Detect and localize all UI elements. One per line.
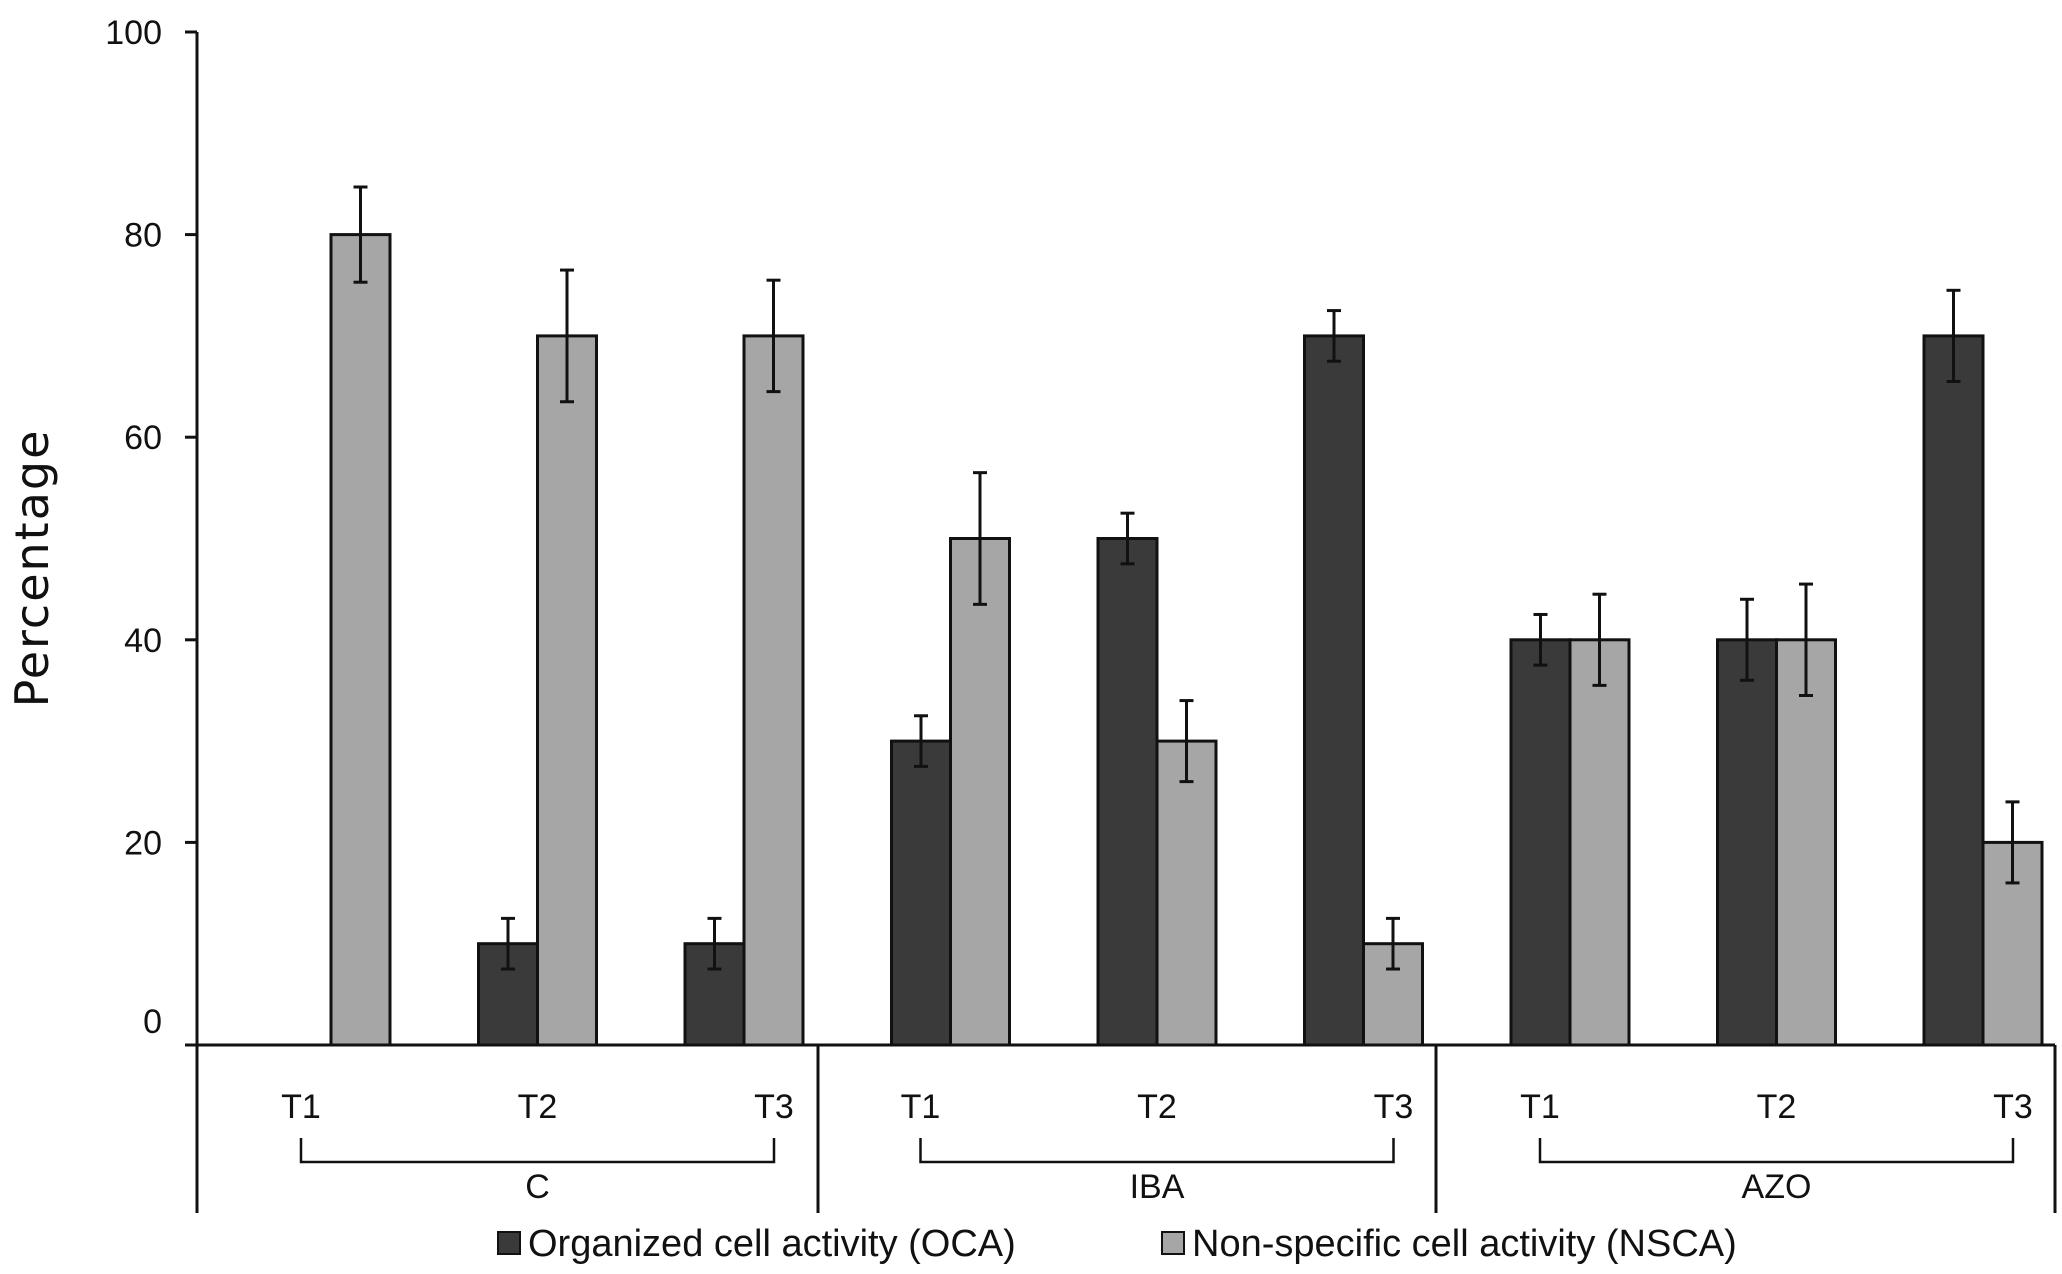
y-tick-label: 0 <box>143 1003 162 1041</box>
bar-nsca <box>1155 739 1218 1047</box>
group-bracket <box>1538 1138 2015 1164</box>
x-category-label: T2 <box>1757 1088 1797 1126</box>
x-group-label: IBA <box>1130 1168 1185 1206</box>
bar-nsca <box>1568 638 1631 1047</box>
bar-oca <box>1509 638 1572 1047</box>
bar-oca <box>1303 334 1365 1047</box>
group-bracket <box>299 1138 776 1164</box>
bar-oca <box>1096 537 1159 1047</box>
y-tick-label: 60 <box>124 419 162 457</box>
bar-nsca <box>329 233 392 1047</box>
x-category-label: T3 <box>754 1088 794 1126</box>
bar-oca <box>1922 334 1985 1047</box>
legend-label: Organized cell activity (OCA) <box>528 1223 1016 1265</box>
y-tick-label: 80 <box>124 217 162 255</box>
x-category-label: T1 <box>1520 1088 1560 1126</box>
x-category-label: T1 <box>281 1088 321 1126</box>
bar-nsca <box>536 334 598 1047</box>
x-group-label: AZO <box>1742 1168 1812 1206</box>
x-group-label: C <box>525 1168 550 1206</box>
y-tick-label: 100 <box>105 14 162 52</box>
legend-label: Non-specific cell activity (NSCA) <box>1192 1223 1737 1265</box>
x-category-label: T3 <box>1993 1088 2033 1126</box>
y-axis-title: Percentage <box>5 429 59 708</box>
x-category-label: T1 <box>901 1088 941 1126</box>
legend-swatch <box>1161 1231 1185 1255</box>
x-category-label: T3 <box>1374 1088 1414 1126</box>
bar-nsca <box>949 537 1011 1047</box>
x-category-label: T2 <box>1137 1088 1177 1126</box>
group-bracket <box>919 1138 1395 1164</box>
bar-nsca <box>742 334 805 1047</box>
legend-swatch <box>497 1231 521 1255</box>
bar-oca <box>1716 638 1778 1047</box>
y-tick-label: 40 <box>124 622 162 660</box>
bar-nsca <box>1775 638 1837 1047</box>
y-tick-label: 20 <box>124 824 162 862</box>
x-category-label: T2 <box>518 1088 558 1126</box>
bar-oca <box>890 739 952 1047</box>
